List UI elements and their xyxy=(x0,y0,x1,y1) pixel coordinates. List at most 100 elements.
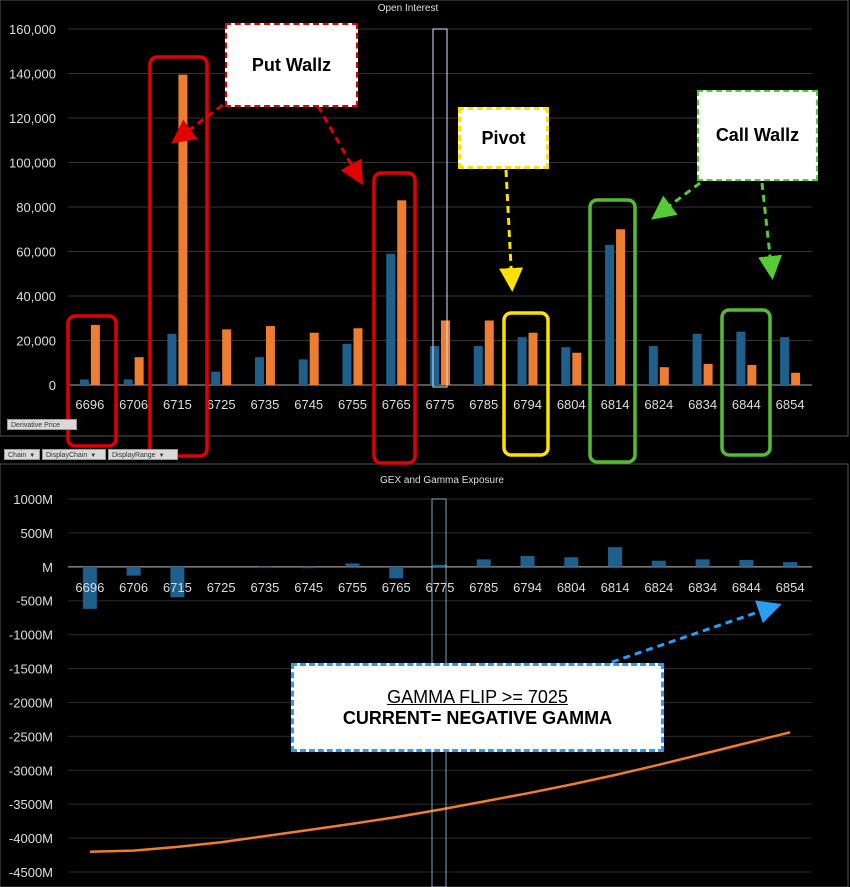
gex-bar xyxy=(433,564,447,567)
gex-y-tick-label: -500M xyxy=(16,594,53,609)
oi-bar-blue xyxy=(648,346,658,385)
gex-y-tick-label: -1000M xyxy=(9,628,53,643)
gex-x-tick-label: 6745 xyxy=(294,580,323,595)
put-wall-box-6765 xyxy=(372,171,417,465)
pivot-callout: Pivot xyxy=(458,107,549,169)
oi-x-tick-label: 6814 xyxy=(601,397,630,412)
chain-button[interactable]: Chain ▼ xyxy=(4,449,40,460)
derivative-price-button[interactable]: Derivative Price xyxy=(7,419,77,430)
oi-x-tick-label: 6834 xyxy=(688,397,717,412)
oi-y-tick-label: 80,000 xyxy=(16,200,56,215)
gex-bar xyxy=(345,563,360,567)
oi-y-tick-label: 20,000 xyxy=(16,334,56,349)
gex-title: GEX and Gamma Exposure xyxy=(380,475,504,486)
pivot-label: Pivot xyxy=(481,127,526,148)
oi-bar-orange xyxy=(484,320,494,385)
oi-bar-orange xyxy=(747,364,757,385)
oi-bar-blue xyxy=(167,333,177,385)
put-wall-box-6715 xyxy=(148,55,209,458)
gex-y-tick-label: -1500M xyxy=(9,662,53,677)
gex-y-tick-label: -4500M xyxy=(9,865,53,880)
gex-x-tick-label: 6706 xyxy=(119,580,148,595)
gex-bar xyxy=(564,557,579,567)
oi-x-tick-label: 6794 xyxy=(513,397,542,412)
gex-bar xyxy=(739,560,754,567)
gex-x-tick-label: 6814 xyxy=(601,580,630,595)
dropdown-arrow-icon: ▼ xyxy=(29,453,36,459)
gex-bar xyxy=(170,566,185,598)
gex-y-tick-label: 500M xyxy=(20,526,53,541)
oi-x-axis: 6696 6706 6715 6725 6735 6745 6755 6765 6775 6785… xyxy=(75,397,804,412)
display-range-button[interactable]: DisplayRange ▼ xyxy=(108,449,178,460)
oi-bar-blue xyxy=(561,347,571,385)
oi-bar-orange xyxy=(572,352,582,385)
oi-bar-orange xyxy=(309,332,319,385)
oi-y-tick-label: 40,000 xyxy=(16,289,56,304)
current-gamma-label: CURRENT= NEGATIVE GAMMA xyxy=(342,707,613,728)
call-walls-callout: Call Wallz xyxy=(697,90,818,181)
gex-bar xyxy=(389,566,404,579)
gex-y-tick-label: M xyxy=(42,560,53,575)
oi-bar-blue xyxy=(605,244,615,385)
oi-bar-orange xyxy=(90,324,100,385)
oi-x-tick-label: 6824 xyxy=(644,397,673,412)
gex-x-tick-label: 6715 xyxy=(163,580,192,595)
annotation-arrows xyxy=(171,96,782,664)
oi-x-tick-label: 6715 xyxy=(163,397,192,412)
derivative-price-label: Derivative Price xyxy=(11,422,61,429)
gex-x-tick-label: 6755 xyxy=(338,580,367,595)
oi-x-tick-label: 6725 xyxy=(207,397,236,412)
oi-bar-blue xyxy=(123,379,133,385)
gex-x-tick-label: 6804 xyxy=(557,580,586,595)
oi-y-tick-label: 140,000 xyxy=(9,67,56,82)
gex-bar xyxy=(608,547,623,567)
call-walls-label: Call Wallz xyxy=(715,125,800,145)
chain-label: Chain xyxy=(8,452,27,459)
oi-bar-orange xyxy=(353,328,363,385)
pivot-arrow xyxy=(499,169,524,292)
gex-y-tick-label: -3500M xyxy=(9,797,53,812)
gex-bars xyxy=(82,547,798,609)
gamma-flip-label: GAMMA FLIP >= 7025 xyxy=(387,686,568,707)
put-walls-callout: Put Wallz xyxy=(225,23,358,107)
oi-bar-orange xyxy=(134,357,144,385)
gex-y-tick-label: -2000M xyxy=(9,695,53,710)
oi-x-tick-label: 6755 xyxy=(338,397,367,412)
call-wall-arrow-left xyxy=(651,181,701,220)
gex-x-tick-label: 6765 xyxy=(382,580,411,595)
gex-bar xyxy=(651,560,666,567)
call-wall-box-6814 xyxy=(588,198,637,464)
gex-bar xyxy=(257,566,272,568)
gamma-flip-arrow xyxy=(611,600,782,664)
oi-x-tick-label: 6696 xyxy=(75,397,104,412)
oi-bar-orange xyxy=(528,332,538,385)
display-chain-label: DisplayChain xyxy=(46,452,88,459)
oi-bar-blue xyxy=(386,253,396,385)
oi-bar-blue xyxy=(780,337,790,385)
gex-y-tick-label: -4000M xyxy=(9,831,53,846)
oi-bar-blue xyxy=(342,343,352,385)
gex-bar xyxy=(301,566,316,569)
oi-bar-blue xyxy=(736,331,746,385)
gex-bar xyxy=(520,555,535,567)
oi-x-tick-label: 6775 xyxy=(426,397,455,412)
oi-y-tick-label: 160,000 xyxy=(9,22,56,37)
gex-bar xyxy=(783,562,798,567)
oi-bar-blue xyxy=(692,333,702,385)
oi-y-tick-label: 100,000 xyxy=(9,156,56,171)
display-chain-button[interactable]: DisplayChain ▼ xyxy=(42,449,106,460)
oi-bar-orange xyxy=(397,200,407,385)
pivot-box-6794 xyxy=(502,311,550,457)
put-wall-arrow-right xyxy=(316,105,363,186)
oi-y-tick-label: 0 xyxy=(49,378,56,393)
gex-y-tick-label: -3000M xyxy=(9,763,53,778)
oi-x-tick-label: 6765 xyxy=(382,397,411,412)
dropdown-arrow-icon: ▼ xyxy=(158,453,165,459)
oi-bars xyxy=(79,74,801,386)
gex-y-tick-label: -2500M xyxy=(9,729,53,744)
gex-x-tick-label: 6696 xyxy=(75,580,104,595)
open-interest-title: Open Interest xyxy=(378,3,439,14)
gex-x-axis: 6696 6706 6715 6725 6735 6745 6755 6765 6775 6785… xyxy=(75,580,804,595)
gex-x-tick-label: 6785 xyxy=(469,580,498,595)
oi-x-tick-label: 6745 xyxy=(294,397,323,412)
